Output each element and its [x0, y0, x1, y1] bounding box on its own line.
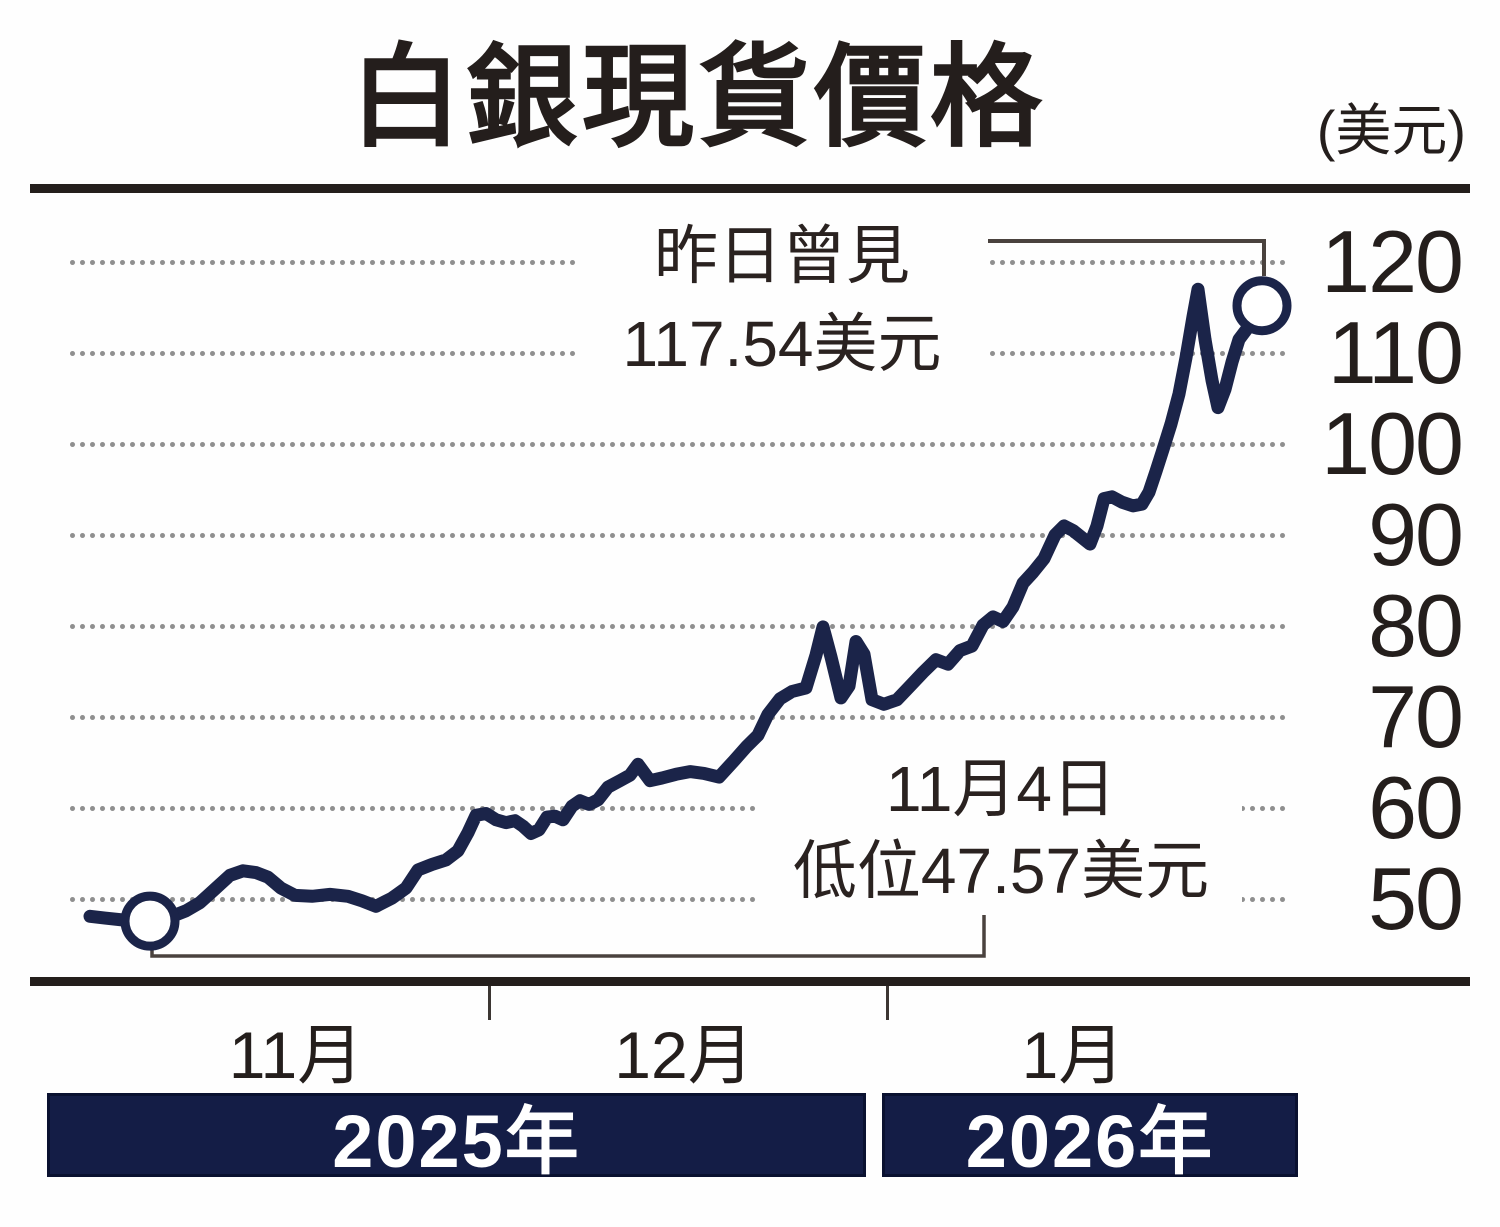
unit-label: (美元)	[1316, 99, 1466, 162]
low-annotation-line2: 低位47.57美元	[792, 835, 1210, 907]
x-axis-rule	[30, 977, 1470, 986]
gridline-100	[70, 441, 1286, 447]
y-axis-label-70: 70	[1368, 667, 1464, 766]
gridline-60	[70, 805, 1286, 811]
top-rule	[30, 184, 1470, 193]
low-point-marker	[120, 891, 180, 951]
gridline-70	[70, 714, 1286, 720]
year-bar-2026: 2026年	[882, 1093, 1298, 1183]
low-annotation-line1: 11月4日	[885, 753, 1117, 825]
gridline-80	[70, 623, 1286, 629]
month-label-november: 11月	[228, 1018, 364, 1092]
year-bar-2025: 2025年	[47, 1093, 866, 1183]
peak-leader-line	[988, 239, 1266, 276]
gridline-90	[70, 532, 1286, 538]
low-leader-line	[150, 915, 986, 958]
low-annotation: 11月4日 低位47.57美元	[760, 748, 1242, 912]
last-point-marker	[1232, 276, 1292, 336]
y-axis-label-100: 100	[1321, 394, 1464, 493]
y-axis-label-110: 110	[1327, 303, 1464, 402]
month-label-january: 1月	[1021, 1018, 1125, 1092]
year-label-2025: 2025年	[332, 1099, 581, 1183]
gridline-50	[70, 896, 1286, 902]
y-axis-label-120: 120	[1321, 212, 1464, 311]
y-axis-label-60: 60	[1368, 758, 1464, 857]
price-line	[83, 282, 1269, 928]
y-axis-label-90: 90	[1368, 485, 1464, 584]
axis-tick-dec-jan	[886, 986, 889, 1020]
axis-tick-nov-dec	[488, 986, 491, 1020]
chart-title: 白銀現貨價格	[350, 35, 1046, 160]
month-label-december: 12月	[614, 1018, 754, 1092]
year-label-2026: 2026年	[965, 1099, 1215, 1183]
y-axis-label-50: 50	[1368, 849, 1464, 948]
y-axis-label-80: 80	[1368, 576, 1464, 675]
peak-annotation: 昨日曾見 117.54美元	[578, 212, 986, 388]
peak-annotation-line1: 昨日曾見	[654, 220, 910, 292]
peak-annotation-line2: 117.54美元	[622, 308, 942, 380]
